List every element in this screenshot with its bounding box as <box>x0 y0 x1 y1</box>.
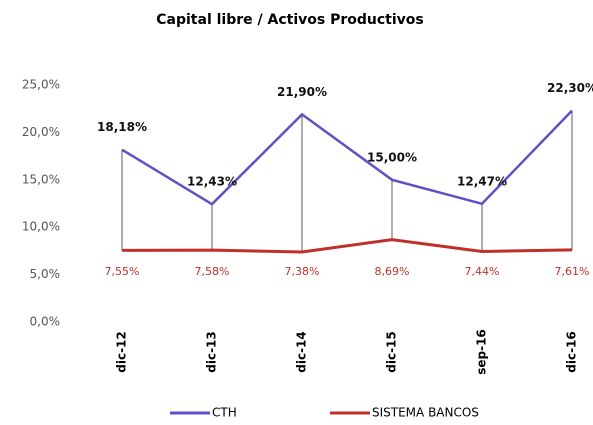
x-tick-label: dic-12 <box>115 331 129 373</box>
data-label: 18,18% <box>97 120 147 134</box>
y-tick-label: 5,0% <box>30 267 61 281</box>
data-label: 7,61% <box>555 265 590 278</box>
x-tick-label: sep-16 <box>475 329 489 375</box>
data-label: 21,90% <box>277 85 327 99</box>
series-line <box>121 109 573 206</box>
data-label: 7,38% <box>285 265 320 278</box>
chart-title: Capital libre / Activos Productivos <box>156 12 423 28</box>
y-tick-label: 15,0% <box>22 172 60 186</box>
y-tick-label: 0,0% <box>30 315 61 329</box>
y-tick-label: 10,0% <box>22 220 60 234</box>
x-tick-label: dic-15 <box>385 331 399 373</box>
y-tick-label: 20,0% <box>22 125 60 139</box>
x-tick-label: dic-14 <box>295 331 309 373</box>
legend-label: SISTEMA BANCOS <box>372 406 479 420</box>
data-label: 8,69% <box>375 265 410 278</box>
data-label: 7,44% <box>465 265 500 278</box>
data-label: 12,43% <box>187 175 237 189</box>
series-line <box>121 238 573 254</box>
data-label: 22,30% <box>547 81 593 95</box>
y-tick-label: 25,0% <box>22 78 60 92</box>
data-label: 7,58% <box>195 265 230 278</box>
x-tick-label: dic-13 <box>205 331 219 373</box>
data-label: 7,55% <box>105 265 140 278</box>
x-tick-label: dic-16 <box>565 331 579 373</box>
data-label: 15,00% <box>367 150 417 164</box>
data-label: 12,47% <box>457 174 507 188</box>
legend-label: CTH <box>212 406 237 420</box>
